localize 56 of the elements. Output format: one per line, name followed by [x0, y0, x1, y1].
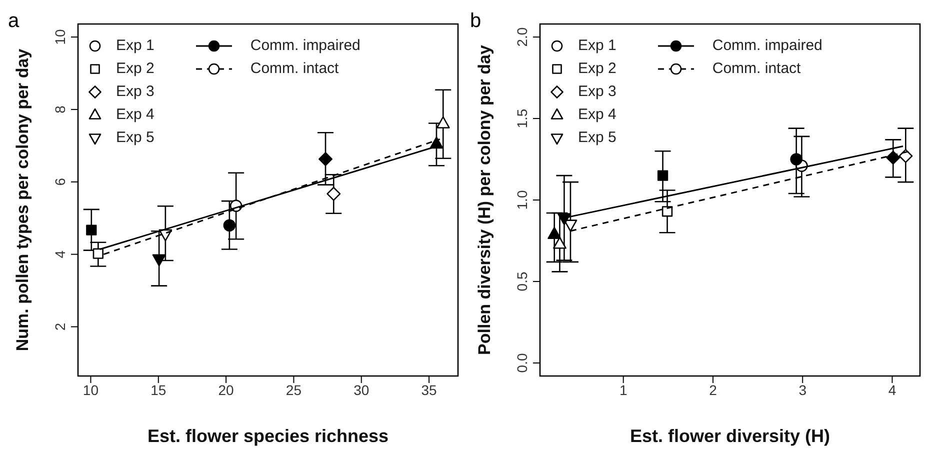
- legend-label: Exp 1: [116, 37, 154, 54]
- point: [898, 149, 913, 163]
- x-tick-label: 1: [619, 382, 628, 398]
- legend-label: Comm. intact: [712, 60, 801, 77]
- legend-label: Exp 4: [116, 106, 154, 123]
- legend-label: Exp 5: [116, 129, 154, 146]
- legend-label: Exp 3: [578, 83, 616, 100]
- legend-label: Comm. impaired: [250, 37, 360, 54]
- point: [558, 213, 571, 226]
- y-tick-label: 2.0: [514, 27, 530, 47]
- y-tick-label: 8: [52, 105, 68, 114]
- legend-label: Comm. impaired: [712, 37, 822, 54]
- legend-label: Exp 5: [578, 129, 616, 146]
- y-axis-title: Num. pollen types per colony per day: [13, 48, 32, 352]
- y-tick-label: 1.5: [514, 108, 530, 128]
- legend-label: Exp 1: [578, 37, 616, 54]
- x-tick-label: 25: [286, 382, 302, 398]
- legend-label: Comm. intact: [250, 60, 339, 77]
- y-tick-label: 2: [52, 322, 68, 331]
- y-tick-label: 0.0: [514, 353, 530, 373]
- x-tick-label: 3: [798, 382, 807, 398]
- legend-label: Exp 2: [116, 60, 154, 77]
- y-tick-label: 1.0: [514, 190, 530, 210]
- x-tick-label: 30: [354, 382, 370, 398]
- point: [436, 116, 450, 128]
- y-tick-label: 4: [52, 250, 68, 258]
- legend-label: Exp 3: [116, 83, 154, 100]
- point: [790, 153, 802, 166]
- chart-title: b: [470, 10, 482, 33]
- point: [886, 150, 900, 165]
- x-tick-label: 4: [888, 382, 896, 398]
- x-tick-label: 35: [421, 382, 438, 398]
- point: [152, 254, 166, 266]
- point: [318, 152, 332, 166]
- x-tick-label: 2: [709, 382, 718, 398]
- point: [657, 170, 668, 181]
- point: [92, 248, 104, 259]
- point: [326, 186, 341, 201]
- chart-title: a: [8, 10, 20, 33]
- point: [548, 226, 562, 239]
- y-tick-label: 0.5: [514, 272, 530, 292]
- point: [553, 236, 566, 249]
- x-tick-label: 15: [150, 382, 166, 398]
- x-axis-title: Est. flower species richness: [147, 426, 389, 446]
- y-axis-title: Pollen diversity (H) per colony per day: [475, 44, 494, 355]
- point: [223, 219, 236, 232]
- legend-label: Exp 4: [578, 106, 616, 123]
- x-tick-label: 10: [82, 382, 99, 398]
- point: [564, 220, 578, 232]
- point: [86, 224, 97, 236]
- point: [662, 206, 673, 217]
- y-tick-label: 10: [52, 29, 68, 45]
- y-tick-label: 6: [52, 178, 68, 186]
- x-axis-title: Est. flower diversity (H): [630, 426, 830, 446]
- legend-label: Exp 2: [578, 60, 616, 77]
- x-tick-label: 20: [218, 382, 234, 398]
